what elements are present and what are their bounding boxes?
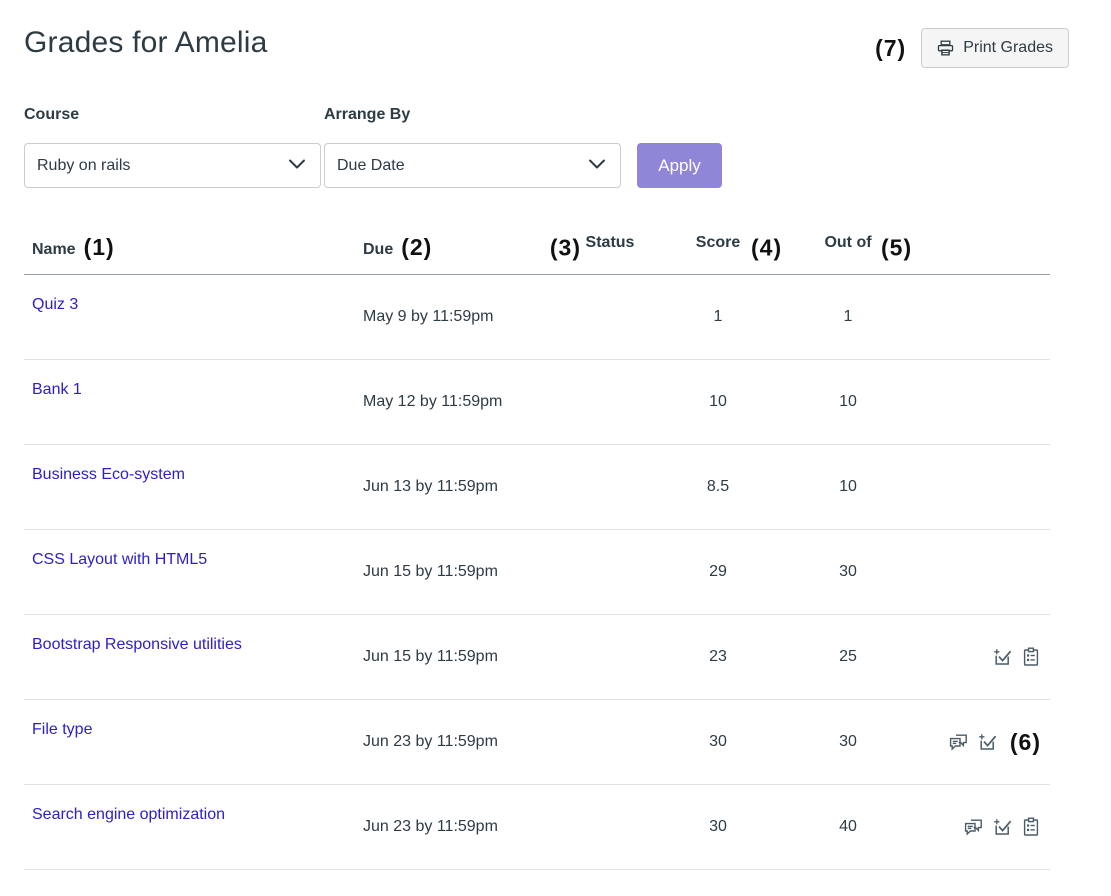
chevron-down-icon: [588, 157, 606, 175]
due-date: Jun 23 by 11:59pm: [363, 733, 498, 750]
print-grades-button[interactable]: Print Grades: [921, 28, 1069, 68]
annotation-4: (4): [751, 234, 783, 260]
assignment-link[interactable]: Bank 1: [32, 381, 82, 398]
out-of-value: 25: [839, 648, 857, 665]
assignment-name-cell: Bootstrap Responsive utilities: [24, 615, 354, 654]
arrange-by-select[interactable]: Due Date: [324, 143, 621, 188]
out-of-value: 1: [843, 308, 853, 325]
course-select[interactable]: Ruby on rails: [24, 143, 321, 188]
header-actions: (7) Print Grades: [875, 28, 1069, 68]
score-value: 1: [713, 308, 723, 325]
score-value: 8.5: [706, 478, 730, 495]
assignment-name-cell: Bank 1: [24, 360, 354, 399]
assignment-link[interactable]: Business Eco-system: [32, 466, 185, 483]
table-row: File type Jun 23 by 11:59pm 30 30 (6): [24, 700, 1050, 785]
grades-table-body: Quiz 3 May 9 by 11:59pm 1 1 Bank 1 May 12 by …: [24, 275, 1050, 870]
column-header-name: Name (1): [32, 234, 115, 260]
row-detail-icons: [936, 817, 1050, 837]
due-date: Jun 15 by 11:59pm: [363, 648, 498, 665]
comments-icon[interactable]: [948, 732, 969, 752]
due-date: Jun 15 by 11:59pm: [363, 563, 498, 580]
apply-button[interactable]: Apply: [637, 143, 722, 188]
arrange-by-select-value: Due Date: [337, 156, 405, 174]
course-filter: Course Ruby on rails: [24, 106, 321, 188]
column-header-details: [936, 234, 1050, 261]
out-of-value: 10: [839, 393, 857, 410]
table-row: Bank 1 May 12 by 11:59pm 10 10: [24, 360, 1050, 445]
course-select-value: Ruby on rails: [37, 156, 131, 174]
annotation-3: (3): [549, 234, 581, 260]
arrange-by-label: Arrange By: [324, 106, 411, 123]
course-label: Course: [24, 106, 80, 123]
out-of-value: 40: [839, 818, 857, 835]
column-header-score: Score (4): [695, 234, 783, 260]
grades-page: Grades for Amelia (7) Print Grades Cour: [24, 26, 1111, 870]
assignment-name-cell: Business Eco-system: [24, 445, 354, 484]
rubric-icon[interactable]: [1021, 817, 1041, 837]
print-grades-label: Print Grades: [963, 39, 1053, 56]
score-value: 23: [709, 648, 727, 665]
printer-icon: [937, 40, 954, 57]
check-plus-icon[interactable]: [992, 817, 1013, 837]
table-header: Name (1) Due (2) (3) Status Score (4) Out …: [24, 234, 1050, 275]
table-row: Quiz 3 May 9 by 11:59pm 1 1: [24, 275, 1050, 360]
assignment-name-cell: Quiz 3: [24, 275, 354, 314]
column-header-status: (3) Status: [549, 234, 635, 260]
score-value: 30: [709, 818, 727, 835]
assignment-name-cell: File type: [24, 700, 354, 739]
assignment-name-cell: CSS Layout with HTML5: [24, 530, 354, 569]
filters-bar: Course Ruby on rails Arrange By Due Date…: [24, 106, 1111, 188]
table-row: Business Eco-system Jun 13 by 11:59pm 8.5 1…: [24, 445, 1050, 530]
due-date: May 12 by 11:59pm: [363, 393, 503, 410]
arrange-by-filter: Arrange By Due Date: [324, 106, 621, 188]
annotation-6: (6): [1009, 728, 1041, 755]
check-plus-icon[interactable]: [992, 647, 1013, 667]
rubric-icon[interactable]: [1021, 647, 1041, 667]
out-of-value: 30: [839, 563, 857, 580]
assignment-link[interactable]: File type: [32, 721, 93, 738]
annotation-7: (7): [875, 34, 907, 61]
assignment-link[interactable]: Quiz 3: [32, 296, 79, 313]
table-row: Search engine optimization Jun 23 by 11:5…: [24, 785, 1050, 870]
score-value: 10: [709, 393, 727, 410]
annotation-5: (5): [881, 234, 913, 260]
grades-table: Name (1) Due (2) (3) Status Score (4) Out …: [24, 234, 1050, 870]
annotation-1: (1): [83, 234, 115, 260]
due-date: Jun 13 by 11:59pm: [363, 478, 498, 495]
check-plus-icon[interactable]: [977, 732, 998, 752]
out-of-value: 30: [839, 733, 857, 750]
due-date: May 9 by 11:59pm: [363, 308, 494, 325]
row-detail-icons: [936, 647, 1050, 667]
chevron-down-icon: [288, 157, 306, 175]
comments-icon[interactable]: [963, 817, 984, 837]
assignment-link[interactable]: Search engine optimization: [32, 806, 226, 823]
score-value: 29: [709, 563, 727, 580]
page-title: Grades for Amelia: [24, 26, 268, 59]
due-date: Jun 23 by 11:59pm: [363, 818, 498, 835]
row-detail-icons: (6): [936, 729, 1050, 756]
column-header-due: Due (2): [363, 234, 433, 260]
table-row: Bootstrap Responsive utilities Jun 15 by …: [24, 615, 1050, 700]
score-value: 30: [709, 733, 727, 750]
table-row: CSS Layout with HTML5 Jun 15 by 11:59pm 29…: [24, 530, 1050, 615]
column-header-out-of: Out of (5): [824, 234, 913, 260]
header-bar: Grades for Amelia (7) Print Grades: [24, 26, 1069, 68]
assignment-name-cell: Search engine optimization: [24, 785, 354, 824]
assignment-link[interactable]: CSS Layout with HTML5: [32, 551, 208, 568]
annotation-2: (2): [401, 234, 433, 260]
out-of-value: 10: [839, 478, 857, 495]
assignment-link[interactable]: Bootstrap Responsive utilities: [32, 636, 242, 653]
